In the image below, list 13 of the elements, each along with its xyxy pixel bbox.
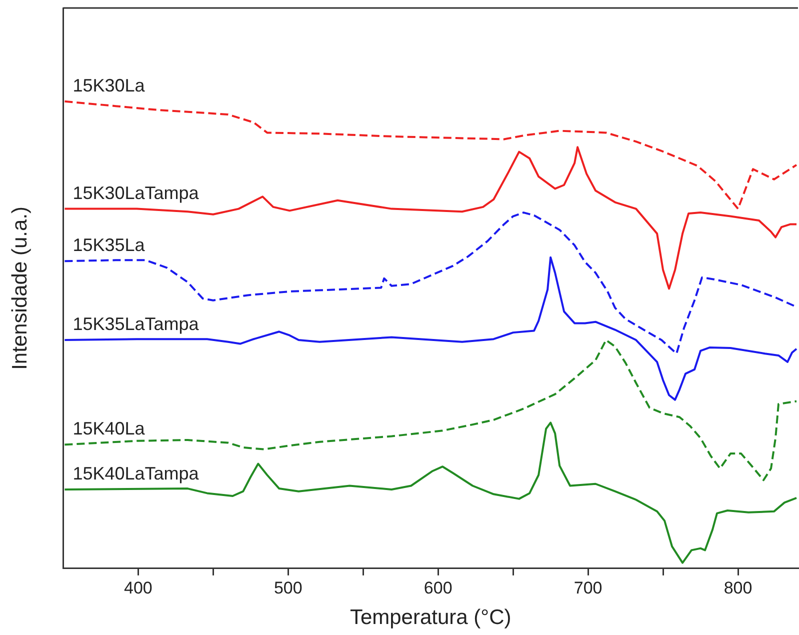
series-label: 15K40La <box>72 418 146 439</box>
x-tick-label: 400 <box>124 578 152 598</box>
series-label: 15K40LaTampa <box>72 463 200 484</box>
y-axis-title: Intensidade (u.a.) <box>8 206 32 370</box>
x-tick-label: 600 <box>424 578 452 598</box>
series-label: 15K30LaTampa <box>72 182 200 203</box>
x-tick-label: 500 <box>274 578 302 598</box>
series-label: 15K35La <box>72 235 146 256</box>
series-label: 15K35LaTampa <box>72 314 200 334</box>
x-tick-label: 700 <box>574 578 602 598</box>
series-label: 15K30La <box>72 75 146 96</box>
x-axis-title: Temperatura (°C) <box>350 606 512 630</box>
x-tick-label: 800 <box>724 578 752 598</box>
